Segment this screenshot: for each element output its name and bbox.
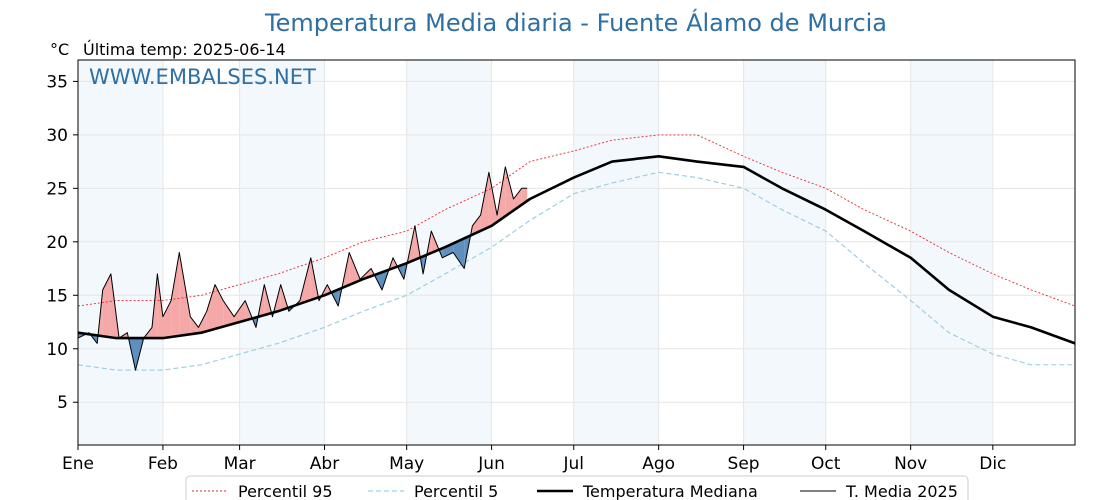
chart-title: Temperatura Media diaria - Fuente Álamo … xyxy=(264,8,887,37)
month-shade-4 xyxy=(743,60,826,445)
fill-above-31-0 xyxy=(349,252,361,285)
x-axis: Ene Feb Mar Abr May Jun Jul Ago Sep Oct Nov Dic xyxy=(62,445,1006,474)
month-shade-0 xyxy=(78,60,163,445)
legend-label-3: T. Media 2025 xyxy=(845,482,958,500)
x-tick-label-May: May xyxy=(389,454,424,474)
y-tick-label-15: 15 xyxy=(46,286,68,306)
legend-label-0: Percentil 95 xyxy=(238,482,333,500)
y-tick-label-30: 30 xyxy=(46,126,68,146)
y-tick-label-35: 35 xyxy=(46,72,68,92)
x-tick-label-Oct: Oct xyxy=(811,454,841,474)
fill-above-44-0 xyxy=(480,172,489,231)
fill-below-41-0 xyxy=(453,238,465,269)
x-tick-label-Ago: Ago xyxy=(642,454,675,474)
fill-above-16-0 xyxy=(206,284,215,332)
legend: Percentil 95 Percentil 5 Temperatura Media… xyxy=(185,475,969,500)
fill-above-18-0 xyxy=(223,300,235,327)
legend-label-2: Temperatura Mediana xyxy=(582,482,758,500)
month-shade-3 xyxy=(573,60,659,445)
legend-box xyxy=(185,475,969,500)
series-line-3 xyxy=(77,166,528,371)
y-tick-label-5: 5 xyxy=(57,393,68,413)
unit-label: °C xyxy=(50,40,69,59)
x-tick-label-Feb: Feb xyxy=(148,454,178,474)
fill-above-15-0 xyxy=(198,311,207,334)
x-tick-label-Dic: Dic xyxy=(979,454,1006,474)
y-axis: 5 10 15 20 25 30 35 xyxy=(46,72,78,413)
last-temp-label: Última temp: 2025-06-14 xyxy=(83,40,286,59)
watermark: WWW.EMBALSES.NET xyxy=(89,65,316,89)
y-tick-label-20: 20 xyxy=(46,233,68,253)
fill-below-40-0 xyxy=(442,243,454,258)
fill-above-19-0 xyxy=(234,300,246,324)
legend-label-1: Percentil 5 xyxy=(414,482,498,500)
x-tick-label-Jun: Jun xyxy=(477,454,505,474)
fill-above-10-0 xyxy=(157,273,163,339)
x-tick-label-Jul: Jul xyxy=(563,454,585,474)
x-tick-label-Abr: Abr xyxy=(310,454,339,474)
series-lines xyxy=(77,134,1076,371)
fill-above-17-0 xyxy=(215,284,224,329)
fill-above-43-0 xyxy=(472,215,481,235)
plot-frame xyxy=(77,59,1076,446)
x-tick-label-Nov: Nov xyxy=(894,454,927,474)
grid-lines xyxy=(77,60,1075,445)
fill-above-12-0 xyxy=(171,252,180,337)
fill-above-45-0 xyxy=(488,172,498,227)
fill-above-3-0 xyxy=(102,273,111,338)
y-tick-label-25: 25 xyxy=(46,179,68,199)
fill-above-13-0 xyxy=(179,252,191,336)
month-shading xyxy=(78,60,993,445)
fill-above-47-0 xyxy=(505,166,514,217)
x-tick-label-Mar: Mar xyxy=(224,454,256,474)
month-shade-1 xyxy=(239,60,325,445)
y-tick-label-10: 10 xyxy=(46,340,68,360)
x-tick-label-Sep: Sep xyxy=(728,454,760,474)
fill-above-11-0 xyxy=(162,300,172,339)
month-shade-5 xyxy=(910,60,993,445)
series-line-2 xyxy=(77,155,1076,345)
series-line-1 xyxy=(77,171,1075,371)
fill-above-14-0 xyxy=(190,316,199,335)
x-tick-label-Ene: Ene xyxy=(62,454,94,474)
